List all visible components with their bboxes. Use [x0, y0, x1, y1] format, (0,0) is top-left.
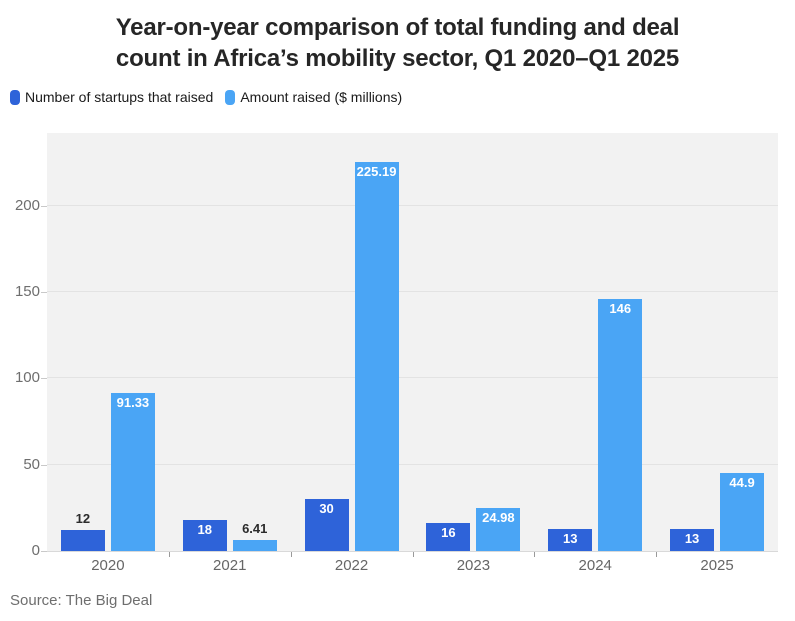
bar-amount-2020: 91.33: [110, 393, 155, 551]
bar-value-label-startups-2020: 12: [75, 511, 91, 527]
x-axis-tick-4: [534, 552, 536, 557]
y-axis-label-100: 100: [14, 369, 40, 387]
bar-value-label-amount-2024: 146: [609, 300, 632, 316]
bar-startups-2025: 13: [670, 528, 715, 551]
legend-item-amount: Amount raised ($ millions): [225, 89, 402, 105]
bar-startups-2023: 16: [426, 523, 471, 551]
y-axis-tick-150: [41, 291, 47, 293]
bar-amount-2023: 24.98: [476, 507, 521, 551]
plot-area: 12 91.33 18 6.41 30 225.19 16 24.98 13 146 13 44.9: [47, 133, 778, 552]
bar-amount-2022: 225.19: [354, 162, 399, 551]
legend: Number of startups that raised Amount ra…: [10, 89, 402, 105]
x-axis-label-2020: 2020: [91, 557, 125, 574]
bar-value-label-startups-2025: 13: [684, 530, 700, 546]
x-axis-tick-1: [168, 552, 170, 557]
bar-startups-2020: 12: [60, 511, 105, 551]
chart-title: Year-on-year comparison of total funding…: [42, 12, 753, 74]
y-axis-label-50: 50: [23, 455, 40, 473]
x-axis-tick-5: [656, 552, 658, 557]
bar-group-2024: 13 146: [534, 133, 656, 551]
bar-startups-2024: 13: [548, 528, 593, 551]
y-axis-label-150: 150: [14, 282, 40, 300]
bar-value-label-startups-2022: 30: [319, 501, 334, 517]
bar-amount-2024: 146: [598, 298, 643, 551]
bar-amount-2025: 44.9: [720, 473, 765, 551]
x-axis-label-2021: 2021: [213, 557, 247, 574]
bar-startups-2021: 18: [182, 519, 227, 551]
bar-amount-2021: 6.41: [232, 521, 277, 551]
chart-title-line1: Year-on-year comparison of total funding…: [115, 14, 680, 41]
gridline-100: [47, 377, 778, 379]
bar-group-2023: 16 24.98: [412, 133, 534, 551]
x-axis-label-2024: 2024: [578, 557, 612, 574]
legend-label-startups: Number of startups that raised: [25, 89, 214, 105]
legend-swatch-amount-icon: [225, 89, 236, 105]
source-note: Source: The Big Deal: [10, 592, 153, 609]
y-axis-label-200: 200: [14, 196, 40, 214]
bar-group-2020: 12 91.33: [47, 133, 169, 551]
x-axis-tick-3: [412, 552, 414, 557]
y-axis-tick-200: [41, 205, 47, 207]
x-axis-tick-2: [290, 552, 292, 557]
y-axis-tick-100: [41, 378, 47, 380]
bar-value-label-amount-2023: 24.98: [482, 509, 515, 525]
x-axis-label-2022: 2022: [334, 557, 369, 574]
bar-value-label-startups-2024: 13: [562, 530, 578, 546]
legend-label-amount: Amount raised ($ millions): [240, 89, 403, 105]
gridline-200: [47, 204, 778, 206]
y-axis-tick-0: [41, 551, 47, 552]
x-axis-labels: 2020 2021 2022 2023 2024 2025: [47, 557, 778, 574]
y-axis-label-0: 0: [31, 542, 40, 559]
gridline-150: [47, 290, 778, 292]
bar-group-2022: 30 225.19: [291, 133, 413, 551]
x-axis-label-2023: 2023: [456, 557, 491, 574]
bar-groups: 12 91.33 18 6.41 30 225.19 16 24.98 13 146 13 44.9: [47, 133, 778, 551]
legend-swatch-startups-icon: [10, 89, 20, 105]
bar-value-label-startups-2023: 16: [441, 525, 456, 541]
x-axis-label-2025: 2025: [700, 557, 734, 574]
bar-group-2025: 13 44.9: [656, 133, 778, 551]
bar-value-label-amount-2021: 6.41: [242, 520, 268, 536]
chart-title-line2: count in Africa’s mobility sector, Q1 20…: [115, 45, 680, 72]
bar-group-2021: 18 6.41: [169, 133, 291, 551]
bar-value-label-startups-2021: 18: [197, 521, 212, 537]
gridline-50: [47, 463, 778, 465]
bar-value-label-amount-2022: 225.19: [356, 164, 397, 180]
y-axis-tick-50: [41, 464, 47, 466]
bar-value-label-amount-2020: 91.33: [116, 395, 150, 411]
legend-item-startups: Number of startups that raised: [10, 89, 213, 105]
bar-value-label-amount-2025: 44.9: [729, 475, 755, 491]
bar-startups-2022: 30: [304, 499, 349, 551]
